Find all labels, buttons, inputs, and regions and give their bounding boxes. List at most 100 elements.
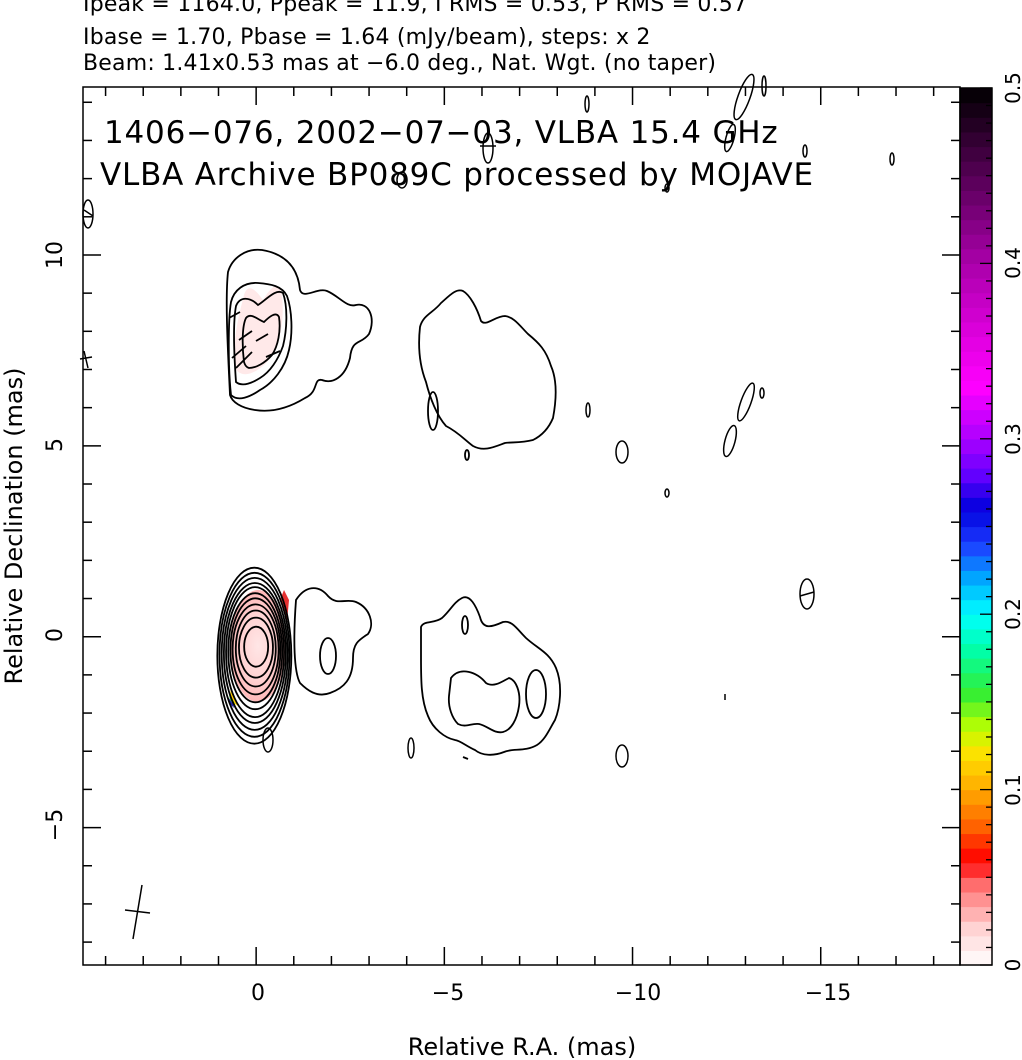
- colorbar-band: [960, 848, 992, 864]
- colorbar-band: [960, 438, 992, 455]
- x-tick-label: −15: [805, 981, 851, 1006]
- colorbar-band: [960, 424, 992, 440]
- core-contour-level: [229, 597, 282, 704]
- beam-marker: [124, 884, 151, 940]
- x-tick-label: −10: [615, 981, 661, 1006]
- colorbar-band: [960, 102, 992, 118]
- core-contour-level: [216, 566, 293, 745]
- colorbar-band: [960, 292, 992, 308]
- colorbar-band: [960, 394, 992, 411]
- colorbar-band: [960, 161, 992, 177]
- colorbar-band: [960, 263, 992, 279]
- header-line-1: Ipeak = 1164.0, Ppeak = 11.9, I RMS = 0.…: [83, 0, 748, 17]
- colorbar-band: [960, 511, 992, 528]
- colorbar-band: [960, 482, 992, 498]
- colorbar-band: [960, 716, 992, 732]
- colorbar-band: [960, 248, 992, 264]
- colorbar-band: [960, 745, 992, 761]
- header-line-2: Ibase = 1.70, Pbase = 1.64 (mJy/beam), s…: [83, 25, 651, 50]
- colorbar-band: [960, 468, 992, 484]
- axis-ticks: [83, 87, 960, 965]
- colorbar-band: [960, 584, 992, 601]
- colorbar-band: [960, 190, 992, 206]
- map-title: 1406−076, 2002−07−03, VLBA 15.4 GHz: [104, 115, 778, 151]
- colorbar-band: [960, 906, 992, 922]
- colorbar-tick-label: 0.5: [1001, 72, 1022, 104]
- colorbar-tick-label: 0.4: [1001, 247, 1022, 279]
- colorbar-band: [960, 921, 992, 937]
- core-contour-level: [220, 577, 289, 731]
- colorbar-band: [960, 146, 992, 162]
- core-contours: [216, 566, 293, 745]
- map-subtitle: VLBA Archive BP089C processed by MOJAVE: [100, 157, 814, 193]
- y-tick-label: −5: [43, 809, 68, 841]
- lower-jet-contours: [420, 596, 561, 760]
- colorbar-band: [960, 555, 992, 571]
- plot-frame: [82, 86, 961, 966]
- colorbar-band: [960, 672, 992, 688]
- colorbar-band: [960, 789, 992, 805]
- colorbar-band: [960, 131, 992, 148]
- colorbar-band: [960, 760, 992, 776]
- colorbar-band: [960, 541, 992, 557]
- colorbar-band: [960, 935, 992, 951]
- colorbar-band: [960, 950, 992, 966]
- colorbar-band: [960, 380, 992, 396]
- colorbar-band: [960, 321, 992, 338]
- core-contour-level: [243, 625, 270, 668]
- y-tick-label: 0: [43, 628, 68, 642]
- colorbar-band: [960, 687, 992, 703]
- colorbar-band: [960, 658, 992, 674]
- core-contour-level: [225, 586, 285, 719]
- colorbar-band: [960, 614, 992, 630]
- colorbar-band: [960, 365, 992, 381]
- colorbar-band: [960, 336, 992, 352]
- colorbar-band: [960, 117, 992, 133]
- colorbar-tick-label: 0.3: [1001, 423, 1022, 455]
- colorbar-band: [960, 351, 992, 367]
- core-contour-level: [231, 603, 280, 696]
- colorbar-band: [960, 307, 992, 323]
- colorbar-tick-label: 0.1: [1001, 774, 1022, 806]
- upper-knot-contours: [225, 248, 373, 412]
- colorbar-band: [960, 731, 992, 747]
- core-contour-level: [222, 582, 287, 724]
- core-secondary-contours: [293, 587, 372, 696]
- colorbar-band: [960, 204, 992, 221]
- colorbar-band: [960, 818, 992, 835]
- colorbar-band: [960, 833, 992, 849]
- core-contour-level: [234, 609, 277, 688]
- colorbar-band: [960, 599, 992, 615]
- colorbar: [959, 87, 993, 966]
- colorbar-tick-label: 0.2: [1001, 598, 1022, 630]
- colorbar-band: [960, 234, 992, 250]
- y-axis-label: Relative Declination (mas): [0, 367, 28, 684]
- colorbar-band: [960, 497, 992, 513]
- x-tick-label: 0: [251, 981, 265, 1006]
- colorbar-band: [960, 628, 992, 645]
- colorbar-band: [960, 570, 992, 586]
- colorbar-band: [960, 804, 992, 820]
- x-tick-label: −5: [432, 981, 464, 1006]
- colorbar-band: [960, 175, 992, 191]
- colorbar-band: [960, 453, 992, 469]
- x-axis-label: Relative R.A. (mas): [408, 1033, 636, 1060]
- colorbar-band: [960, 862, 992, 878]
- core-contour-level: [218, 571, 291, 738]
- upper-jet-contours: [418, 289, 557, 461]
- colorbar-band: [960, 88, 992, 104]
- core-contour-level: [238, 616, 274, 679]
- colorbar-tick-label: 0: [1001, 959, 1022, 972]
- colorbar-band: [960, 701, 992, 718]
- y-tick-label: 5: [43, 438, 68, 452]
- colorbar-band: [960, 877, 992, 893]
- core-contour-level: [227, 592, 284, 711]
- colorbar-band: [960, 278, 992, 294]
- header-line-3: Beam: 1.41x0.53 mas at −6.0 deg., Nat. W…: [83, 51, 717, 76]
- colorbar-band: [960, 774, 992, 791]
- y-tick-label: 10: [43, 241, 68, 269]
- colorbar-band: [960, 526, 992, 542]
- noise-contour-islands: [79, 73, 895, 768]
- colorbar-band: [960, 643, 992, 659]
